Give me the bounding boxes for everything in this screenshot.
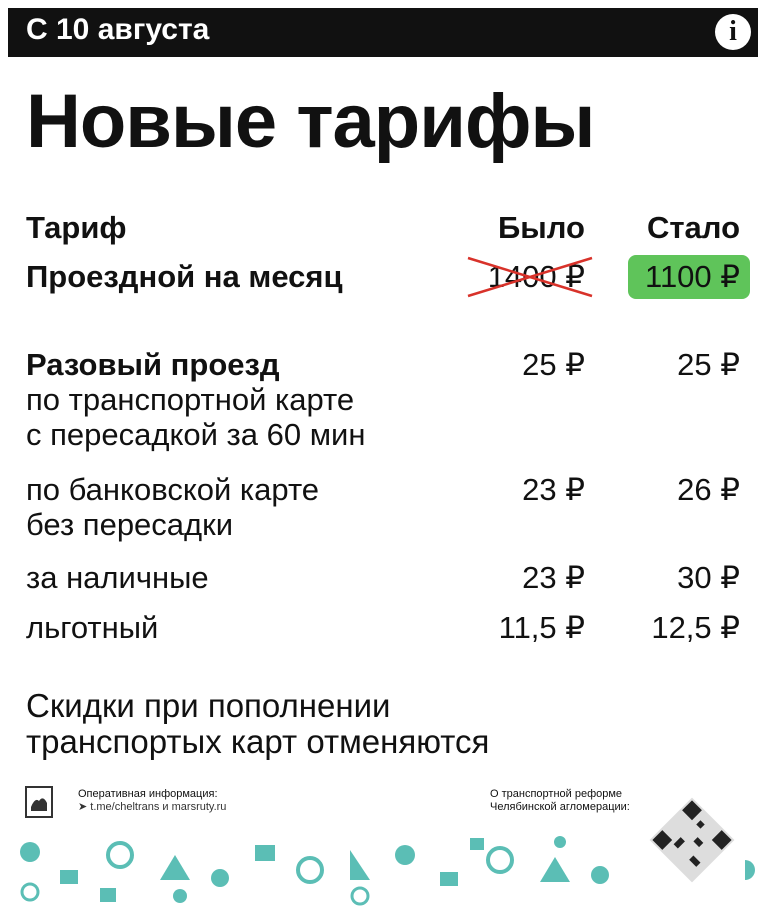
- row-label: без пересадки: [26, 507, 234, 542]
- title: Новые тарифы: [26, 79, 595, 164]
- note: Скидки при пополнении транспортых карт о…: [26, 688, 489, 760]
- info-icon: i: [715, 14, 751, 50]
- new-price: 1100 ₽: [645, 259, 740, 294]
- note-line: Скидки при пополнении: [26, 687, 391, 724]
- footer-info: Оперативная информация: ➤ t.me/cheltrans…: [78, 788, 226, 814]
- old-price: 23 ₽: [522, 472, 585, 507]
- row-label: Разовый проезд: [26, 347, 280, 382]
- footer-line: О транспортной реформе: [490, 788, 623, 800]
- pattern: [20, 836, 755, 906]
- qr-code: [640, 790, 745, 890]
- old-price: 25 ₽: [522, 347, 585, 382]
- row-label: по транспортной карте: [26, 382, 355, 417]
- highlight: [628, 255, 750, 299]
- header-date: С 10 августа: [26, 13, 210, 46]
- old-price: 11,5 ₽: [498, 610, 585, 645]
- footer-link: t.me/cheltrans и marsruty.ru: [90, 801, 227, 813]
- row-label: с пересадкой за 60 мин: [26, 417, 366, 452]
- new-price: 30 ₽: [677, 560, 740, 595]
- new-price: 25 ₽: [677, 347, 740, 382]
- column-header: Было: [498, 210, 585, 245]
- column-header: Тариф: [26, 210, 127, 245]
- column-header: Стало: [646, 210, 740, 245]
- old-price: 23 ₽: [522, 560, 585, 595]
- footer-line: Челябинской агломерации:: [490, 801, 630, 813]
- row-label: за наличные: [26, 560, 209, 595]
- new-price: 26 ₽: [677, 472, 740, 507]
- emblem: [25, 786, 53, 818]
- row-label: по банковской карте: [26, 472, 320, 507]
- header-bar: [8, 8, 758, 57]
- row-label: льготный: [26, 610, 159, 645]
- new-price: 12,5 ₽: [651, 610, 740, 645]
- note-line: транспортых карт отменяются: [26, 723, 490, 760]
- footer-reform: О транспортной реформе Челябинской аглом…: [490, 788, 630, 814]
- footer-line: ➤ t.me/cheltrans и marsruty.ru: [78, 801, 227, 813]
- row-label: Проездной на месяц: [26, 259, 343, 294]
- footer-line: Оперативная информация:: [78, 788, 218, 800]
- strike: [467, 256, 593, 298]
